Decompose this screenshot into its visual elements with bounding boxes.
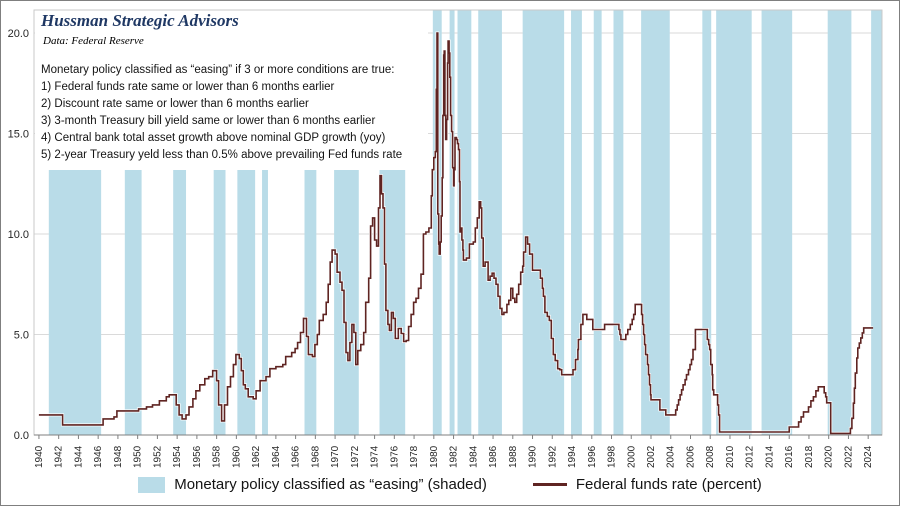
x-axis-tick-label: 1974 bbox=[370, 445, 381, 468]
y-axis-tick-label: 5.0 bbox=[14, 330, 29, 342]
fed-funds-line bbox=[38, 32, 874, 435]
x-axis-tick-label: 1966 bbox=[291, 445, 302, 468]
legend-item-easing: Monetary policy classified as “easing” (… bbox=[138, 476, 487, 493]
x-axis-tick-label: 1986 bbox=[488, 445, 499, 468]
annotation-line: 5) 2-year Treasury yeld less than 0.5% a… bbox=[41, 149, 403, 161]
x-axis-tick-label: 1988 bbox=[508, 445, 519, 468]
chart-subtitle: Data: Federal Reserve bbox=[43, 35, 144, 47]
annotation-line: 3) 3-month Treasury bill yield same or l… bbox=[41, 115, 376, 127]
easing-band bbox=[761, 10, 793, 435]
annotation-line: 1) Federal funds rate same or lower than… bbox=[41, 81, 335, 93]
chart-legend: Monetary policy classified as “easing” (… bbox=[1, 476, 899, 493]
x-axis-tick-label: 1948 bbox=[113, 445, 124, 468]
y-axis-tick-label: 10.0 bbox=[8, 229, 29, 241]
x-axis-tick-label: 2014 bbox=[764, 445, 775, 468]
annotation-backdrop bbox=[35, 10, 428, 170]
easing-band bbox=[613, 10, 624, 435]
easing-band bbox=[457, 10, 472, 435]
easing-band bbox=[871, 10, 882, 435]
x-axis-tick-label: 1982 bbox=[449, 445, 460, 468]
easing-band bbox=[522, 10, 565, 435]
x-axis-tick-label: 2008 bbox=[705, 445, 716, 468]
x-axis-tick-label: 1984 bbox=[468, 445, 479, 468]
chart-title: Hussman Strategic Advisors bbox=[41, 11, 239, 30]
easing-band bbox=[262, 10, 268, 435]
x-axis-tick-label: 1980 bbox=[429, 445, 440, 468]
x-axis-tick-label: 1976 bbox=[389, 445, 400, 468]
easing-band bbox=[304, 10, 317, 435]
x-axis-tick-label: 1964 bbox=[271, 445, 282, 468]
x-axis-tick-label: 2004 bbox=[666, 445, 677, 468]
x-axis-tick-label: 1960 bbox=[231, 445, 242, 468]
x-axis-tick-label: 2012 bbox=[745, 445, 756, 468]
annotation-line: 4) Central bank total asset growth above… bbox=[41, 132, 386, 144]
x-axis-tick-label: 2016 bbox=[784, 445, 795, 468]
x-axis-tick-label: 1940 bbox=[34, 445, 45, 468]
legend-easing-label: Monetary policy classified as “easing” (… bbox=[174, 476, 487, 493]
x-axis-tick-label: 1992 bbox=[547, 445, 558, 468]
x-axis-tick-label: 2018 bbox=[804, 445, 815, 468]
x-axis-tick-label: 2002 bbox=[646, 445, 657, 468]
easing-band bbox=[702, 10, 712, 435]
x-axis-tick-label: 2020 bbox=[824, 445, 835, 468]
x-axis-tick-label: 1968 bbox=[310, 445, 321, 468]
easing-band bbox=[449, 10, 455, 435]
x-axis-tick-label: 1942 bbox=[54, 445, 65, 468]
x-axis-tick-label: 1956 bbox=[192, 445, 203, 468]
x-axis-tick-label: 1958 bbox=[212, 445, 223, 468]
x-axis-tick-label: 1952 bbox=[152, 445, 163, 468]
x-axis-tick-label: 2000 bbox=[626, 445, 637, 468]
x-axis-tick-label: 1978 bbox=[409, 445, 420, 468]
x-axis-tick-label: 1946 bbox=[93, 445, 104, 468]
easing-band bbox=[827, 10, 852, 435]
x-axis-tick-label: 2024 bbox=[863, 445, 874, 468]
easing-band bbox=[716, 10, 752, 435]
easing-band bbox=[593, 10, 602, 435]
methodology-annotation: Monetary policy classified as “easing” i… bbox=[41, 62, 402, 164]
easing-band bbox=[478, 10, 502, 435]
y-axis-tick-label: 0.0 bbox=[14, 430, 29, 442]
easing-band bbox=[571, 10, 582, 435]
legend-line-label: Federal funds rate (percent) bbox=[575, 476, 762, 493]
annotation-line: 2) Discount rate same or lower than 6 mo… bbox=[41, 98, 309, 110]
x-axis-tick-label: 1994 bbox=[567, 445, 578, 468]
legend-item-fed-funds: Federal funds rate (percent) bbox=[532, 476, 762, 493]
x-axis-tick-label: 1996 bbox=[587, 445, 598, 468]
y-axis-tick-label: 15.0 bbox=[8, 129, 29, 141]
x-axis-tick-label: 1962 bbox=[251, 445, 262, 468]
legend-line-swatch bbox=[532, 483, 567, 486]
x-axis-tick-label: 1970 bbox=[330, 445, 341, 468]
x-axis-tick-label: 1972 bbox=[350, 445, 361, 468]
x-axis-tick-label: 2022 bbox=[843, 445, 854, 468]
x-axis-tick-label: 1990 bbox=[528, 445, 539, 468]
x-axis-tick-label: 1950 bbox=[133, 445, 144, 468]
x-axis-tick-label: 2010 bbox=[725, 445, 736, 468]
easing-band bbox=[641, 10, 670, 435]
y-axis-tick-label: 20.0 bbox=[8, 28, 29, 40]
x-axis-tick-label: 1998 bbox=[607, 445, 618, 468]
x-axis-tick-label: 1954 bbox=[172, 445, 183, 468]
x-axis-tick-label: 1944 bbox=[73, 445, 84, 468]
annotation-line: Monetary policy classified as “easing” i… bbox=[41, 64, 395, 76]
legend-easing-swatch bbox=[138, 476, 166, 493]
x-axis-tick-label: 2006 bbox=[685, 445, 696, 468]
easing-band bbox=[213, 10, 226, 435]
